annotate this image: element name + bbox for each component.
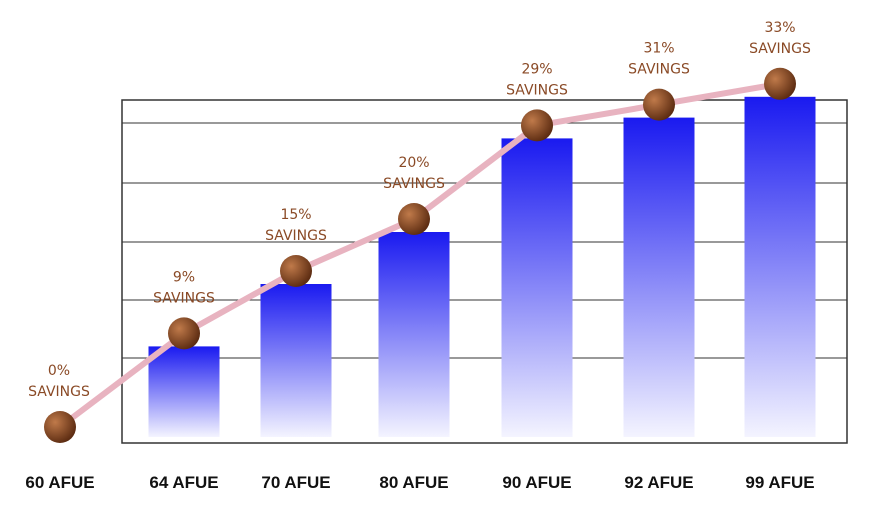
data-label: 20% [398, 155, 429, 171]
bar [378, 232, 450, 437]
bar [623, 117, 695, 437]
data-point [168, 317, 200, 350]
data-label: SAVINGS [28, 384, 90, 400]
data-label: 33% [764, 20, 795, 36]
data-label: 9% [173, 269, 195, 285]
x-tick-label: 99 AFUE [745, 473, 814, 492]
bar [501, 138, 573, 437]
bars [148, 96, 816, 438]
data-label: SAVINGS [628, 62, 690, 78]
data-point [398, 203, 430, 235]
data-label: SAVINGS [153, 290, 215, 306]
data-label: 29% [521, 61, 552, 77]
data-label: 0% [48, 363, 70, 379]
bar [260, 284, 332, 437]
x-tick-label: 90 AFUE [502, 473, 571, 492]
x-tick-label: 80 AFUE [379, 473, 448, 492]
data-point [521, 109, 553, 142]
data-label: SAVINGS [383, 176, 445, 192]
grid-lines [121, 99, 848, 444]
data-point [643, 88, 675, 121]
data-label: SAVINGS [506, 82, 568, 98]
data-point [44, 411, 76, 443]
bar [148, 346, 220, 437]
bar [744, 96, 816, 438]
x-tick-label: 64 AFUE [149, 473, 218, 492]
markers [44, 67, 796, 443]
data-label: 15% [280, 207, 311, 223]
plot-frame [121, 99, 848, 444]
x-tick-label: 92 AFUE [624, 473, 693, 492]
x-tick-label: 70 AFUE [261, 473, 330, 492]
x-axis-labels: 60 AFUE 64 AFUE 70 AFUE 80 AFUE 90 AFUE 92 AF… [25, 473, 814, 492]
data-point [280, 255, 312, 287]
savings-labels: 0% SAVINGS 9% SAVINGS 15% SAVINGS 20% SAVINGS 29… [28, 20, 811, 400]
data-label: 31% [643, 41, 674, 57]
data-label: SAVINGS [265, 228, 327, 244]
x-tick-label: 60 AFUE [25, 473, 94, 492]
data-label: SAVINGS [749, 41, 811, 57]
data-point [764, 67, 796, 100]
